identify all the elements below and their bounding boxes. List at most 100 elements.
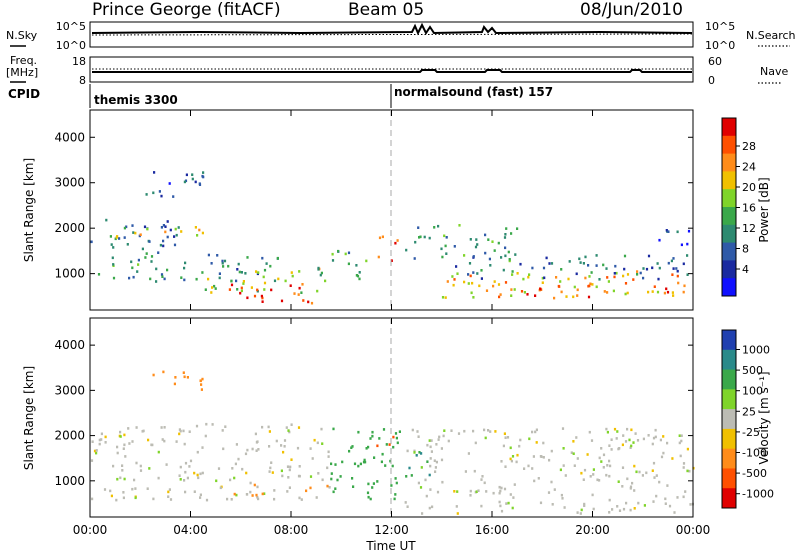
heatmap-cell xyxy=(396,441,399,445)
heatmap-cell xyxy=(210,262,213,265)
heatmap-cell xyxy=(194,180,197,184)
heatmap-cell xyxy=(100,432,103,436)
heatmap-cell xyxy=(510,232,513,235)
colorbar-segment xyxy=(722,349,736,371)
colorbar-tick-label: 4 xyxy=(742,263,749,276)
heatmap-cell xyxy=(500,509,504,513)
heatmap-cell xyxy=(142,429,145,433)
heatmap-cell xyxy=(235,443,238,446)
heatmap-cell xyxy=(446,280,449,283)
colorbar-segment xyxy=(722,409,736,430)
heatmap-cell xyxy=(263,281,267,285)
heatmap-cell xyxy=(159,243,162,247)
heatmap-cell xyxy=(291,274,294,278)
heatmap-cell xyxy=(119,476,122,480)
heatmap-cell xyxy=(309,486,312,490)
heatmap-cell xyxy=(95,449,98,452)
heatmap-cell xyxy=(527,464,530,468)
power-colorbar: 28 24 20 16 12 8 4 xyxy=(721,117,756,297)
heatmap-cell xyxy=(500,460,503,463)
heatmap-cell xyxy=(230,279,233,283)
heatmap-cell xyxy=(242,282,245,285)
heatmap-cell xyxy=(516,453,519,457)
colorbar-tick-label: 8 xyxy=(742,243,749,256)
heatmap-cell xyxy=(612,289,615,293)
heatmap-cell xyxy=(317,472,320,475)
heatmap-cell xyxy=(391,464,394,468)
heatmap-cell xyxy=(202,175,205,179)
heatmap-cell xyxy=(195,424,199,428)
heatmap-cell xyxy=(507,250,510,254)
heatmap-cell xyxy=(160,194,163,198)
heatmap-cell xyxy=(255,493,258,497)
heatmap-cell xyxy=(686,242,689,246)
heatmap-cell xyxy=(215,479,218,483)
heatmap-cell xyxy=(600,447,603,450)
heatmap-cell xyxy=(673,511,676,514)
heatmap-cell xyxy=(658,480,661,484)
heatmap-cell xyxy=(672,257,675,260)
heatmap-cell xyxy=(188,430,191,433)
heatmap-cell xyxy=(480,277,483,280)
heatmap-cell xyxy=(150,260,153,263)
heatmap-cell xyxy=(573,285,576,289)
heatmap-cell xyxy=(666,290,670,294)
heatmap-cell xyxy=(624,292,627,296)
heatmap-cell xyxy=(469,274,472,278)
heatmap-cell xyxy=(590,271,593,274)
heatmap-cell xyxy=(499,293,502,296)
heatmap-cell xyxy=(111,256,114,260)
heatmap-cell xyxy=(357,464,360,468)
heatmap-cell xyxy=(406,505,409,508)
heatmap-cell xyxy=(555,276,558,279)
heatmap-cell xyxy=(476,272,479,275)
colorbar-tick-label: -1000 xyxy=(742,488,774,501)
heatmap-cell xyxy=(112,464,115,468)
heatmap-cell xyxy=(539,455,542,458)
heatmap-cell xyxy=(518,444,521,448)
heatmap-cell xyxy=(183,278,186,282)
heatmap-cell xyxy=(184,470,187,474)
heatmap-cell xyxy=(293,292,296,295)
heatmap-cell xyxy=(286,490,289,493)
heatmap-cell xyxy=(179,429,182,433)
heatmap-cell xyxy=(416,430,419,433)
heatmap-cell xyxy=(267,425,270,429)
heatmap-cell xyxy=(651,290,654,293)
heatmap-cell xyxy=(498,500,501,504)
heatmap-cell xyxy=(622,507,626,511)
heatmap-cell xyxy=(298,270,301,273)
heatmap-cell xyxy=(193,471,196,475)
heatmap-cell xyxy=(178,432,181,436)
heatmap-cell xyxy=(160,226,163,229)
heatmap-cell xyxy=(297,293,300,296)
heatmap-cell xyxy=(394,477,397,480)
heatmap-cell xyxy=(392,445,395,449)
y-tick-label: 4000 xyxy=(54,338,85,352)
heatmap-cell xyxy=(327,450,330,454)
heatmap-cell xyxy=(542,456,545,459)
heatmap-cell xyxy=(639,271,642,275)
heatmap-cell xyxy=(429,464,432,468)
colorbar-tick-label: 100 xyxy=(742,385,763,398)
heatmap-cell xyxy=(275,439,278,443)
heatmap-cell xyxy=(613,275,616,279)
heatmap-cell xyxy=(484,233,487,237)
heatmap-cell xyxy=(395,436,398,440)
heatmap-cell xyxy=(237,457,240,461)
heatmap-cell xyxy=(582,478,585,481)
heatmap-cell xyxy=(165,463,168,466)
heatmap-cell xyxy=(257,448,260,451)
heatmap-cell xyxy=(629,487,632,490)
heatmap-cell xyxy=(230,283,234,287)
heatmap-cell xyxy=(511,506,514,510)
heatmap-cell xyxy=(139,469,143,472)
heatmap-cell xyxy=(575,436,578,439)
heatmap-cell xyxy=(199,493,202,497)
heatmap-cell xyxy=(389,459,392,463)
heatmap-cell xyxy=(582,262,585,265)
heatmap-cell xyxy=(418,236,421,239)
heatmap-cell xyxy=(238,270,241,274)
heatmap-cell xyxy=(189,459,193,463)
heatmap-cell xyxy=(93,449,97,453)
